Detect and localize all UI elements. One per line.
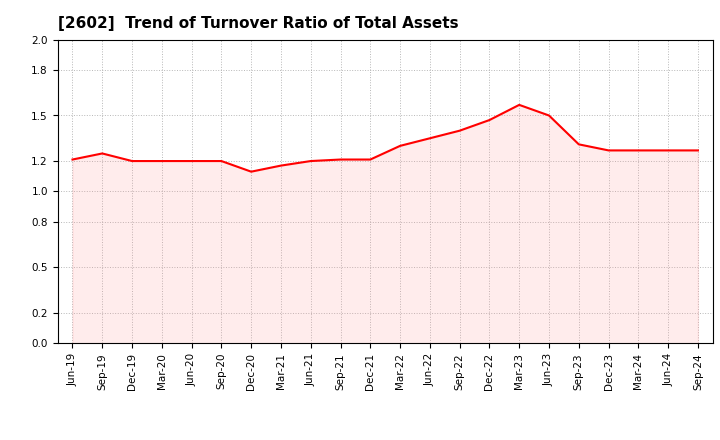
- Text: [2602]  Trend of Turnover Ratio of Total Assets: [2602] Trend of Turnover Ratio of Total …: [58, 16, 458, 32]
